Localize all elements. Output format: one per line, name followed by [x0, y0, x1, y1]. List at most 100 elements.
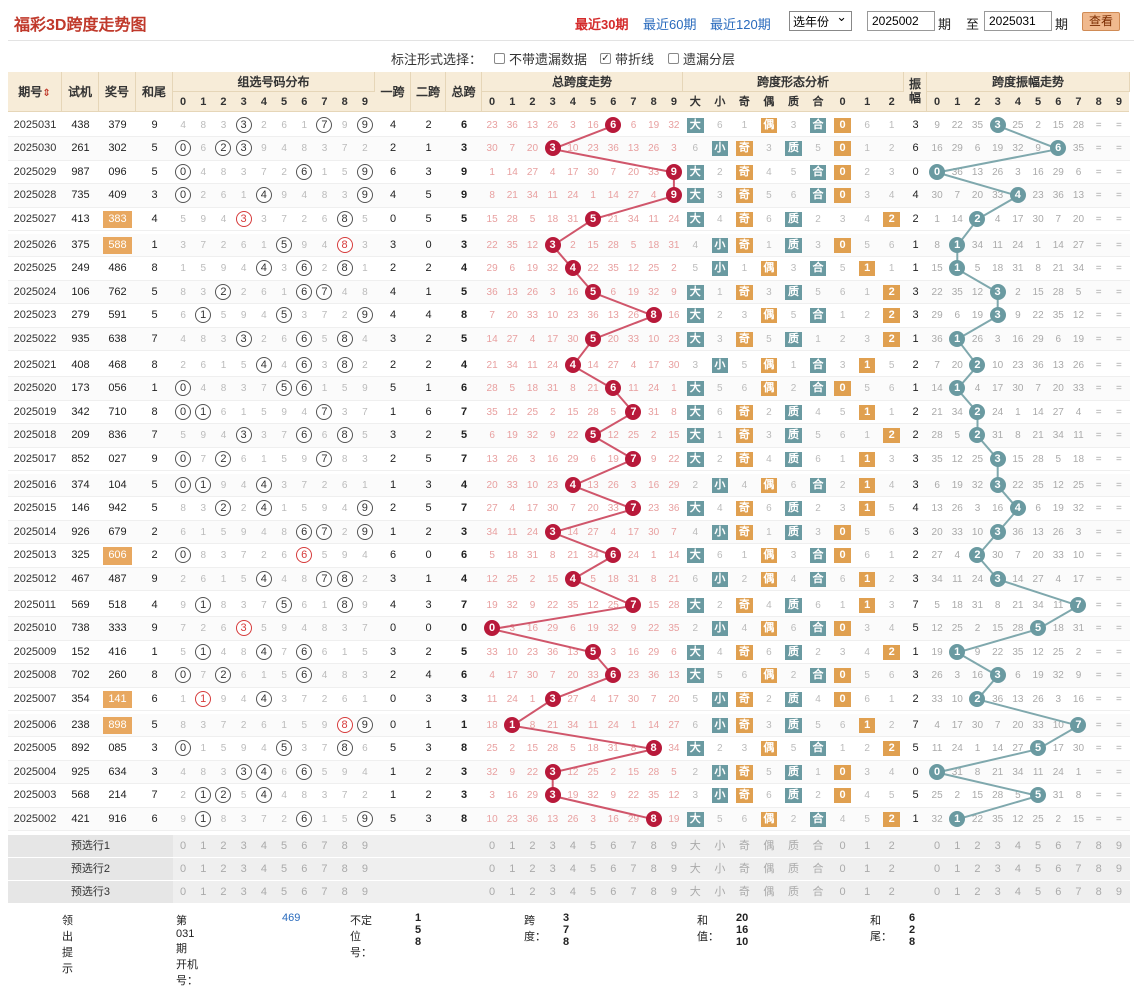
preselect-digit[interactable]: 7 — [1075, 863, 1082, 875]
preselect-digit[interactable]: 4 — [260, 863, 267, 875]
preselect-digit[interactable]: 6 — [610, 863, 617, 875]
preselect-digit[interactable]: 7 — [321, 840, 328, 852]
preselect-digit[interactable]: 1 — [509, 886, 516, 898]
preselect-digit[interactable]: 8 — [1095, 886, 1102, 898]
preselect-digit[interactable]: 3 — [549, 886, 556, 898]
preselect-digit[interactable]: 0 — [934, 840, 941, 852]
radio-icon[interactable] — [494, 53, 505, 64]
checkbox-icon[interactable]: ✓ — [600, 53, 611, 64]
preselect-digit[interactable]: 0 — [180, 840, 187, 852]
preselect-shape[interactable]: 大 — [689, 840, 701, 852]
search-button[interactable]: 查看 — [1082, 12, 1120, 31]
preselect-digit[interactable]: 6 — [1055, 886, 1062, 898]
preselect-digit[interactable]: 2 — [974, 863, 981, 875]
preselect-shape[interactable]: 质 — [787, 886, 799, 898]
option-item-0[interactable]: 不带遗漏数据 — [494, 49, 587, 68]
option-item-1[interactable]: ✓ 带折线 — [600, 49, 654, 68]
preselect-digit[interactable]: 5 — [590, 863, 597, 875]
preselect-shape[interactable]: 质 — [787, 840, 799, 852]
preselect-digit[interactable]: 2 — [220, 863, 227, 875]
preselect-digit[interactable]: 2 — [974, 840, 981, 852]
preselect-shape[interactable]: 合 — [812, 863, 824, 875]
preselect-shape[interactable]: 2 — [888, 840, 895, 852]
preselect-digit[interactable]: 2 — [529, 863, 536, 875]
preselect-digit[interactable]: 4 — [260, 840, 267, 852]
preselect-digit[interactable]: 7 — [630, 840, 637, 852]
preselect-digit[interactable]: 1 — [954, 863, 961, 875]
preselect-digit[interactable]: 8 — [1095, 840, 1102, 852]
preselect-shape[interactable]: 2 — [888, 886, 895, 898]
preselect-shape[interactable]: 合 — [812, 840, 824, 852]
preselect-shape[interactable]: 合 — [812, 886, 824, 898]
preselect-row-label[interactable]: 预选行2 — [8, 858, 173, 881]
preselect-shape[interactable]: 0 — [839, 863, 846, 875]
preselect-digit[interactable]: 0 — [934, 863, 941, 875]
preselect-digit[interactable]: 2 — [220, 840, 227, 852]
preselect-digit[interactable]: 6 — [301, 863, 308, 875]
preselect-shape[interactable]: 偶 — [763, 863, 775, 875]
preselect-shape[interactable]: 奇 — [738, 886, 750, 898]
preselect-digit[interactable]: 4 — [260, 886, 267, 898]
preselect-row-label[interactable]: 预选行1 — [8, 835, 173, 858]
preselect-digit[interactable]: 1 — [509, 863, 516, 875]
period-button-1[interactable]: 最近60期 — [643, 17, 697, 32]
preselect-shape[interactable]: 0 — [839, 886, 846, 898]
preselect-digit[interactable]: 5 — [1035, 886, 1042, 898]
preselect-digit[interactable]: 3 — [240, 886, 247, 898]
preselect-digit[interactable]: 8 — [341, 840, 348, 852]
preselect-digit[interactable]: 3 — [994, 863, 1001, 875]
preselect-digit[interactable]: 5 — [590, 840, 597, 852]
preselect-digit[interactable]: 5 — [281, 863, 288, 875]
preselect-digit[interactable]: 9 — [361, 886, 368, 898]
preselect-digit[interactable]: 8 — [341, 863, 348, 875]
preselect-digit[interactable]: 1 — [200, 863, 207, 875]
period-button-2[interactable]: 最近120期 — [710, 17, 771, 32]
preselect-digit[interactable]: 5 — [590, 886, 597, 898]
preselect-digit[interactable]: 8 — [341, 886, 348, 898]
preselect-digit[interactable]: 4 — [1014, 863, 1021, 875]
preselect-shape[interactable]: 偶 — [763, 886, 775, 898]
preselect-shape[interactable]: 大 — [689, 886, 701, 898]
preselect-digit[interactable]: 5 — [281, 840, 288, 852]
preselect-digit[interactable]: 9 — [361, 863, 368, 875]
preselect-digit[interactable]: 7 — [630, 886, 637, 898]
preselect-digit[interactable]: 2 — [974, 886, 981, 898]
preselect-digit[interactable]: 1 — [509, 840, 516, 852]
preselect-digit[interactable]: 3 — [240, 840, 247, 852]
preselect-digit[interactable]: 5 — [281, 886, 288, 898]
preselect-digit[interactable]: 5 — [1035, 840, 1042, 852]
preselect-digit[interactable]: 9 — [1115, 886, 1122, 898]
preselect-digit[interactable]: 6 — [301, 840, 308, 852]
preselect-shape[interactable]: 奇 — [738, 840, 750, 852]
to-period-input[interactable]: 2025031 — [984, 11, 1052, 31]
preselect-digit[interactable]: 8 — [1095, 863, 1102, 875]
preselect-shape[interactable]: 1 — [864, 840, 871, 852]
preselect-shape[interactable]: 大 — [689, 863, 701, 875]
preselect-shape[interactable]: 小 — [714, 886, 726, 898]
preselect-digit[interactable]: 7 — [321, 886, 328, 898]
preselect-digit[interactable]: 8 — [650, 886, 657, 898]
preselect-digit[interactable]: 0 — [180, 863, 187, 875]
preselect-digit[interactable]: 4 — [569, 886, 576, 898]
preselect-digit[interactable]: 8 — [650, 840, 657, 852]
preselect-digit[interactable]: 4 — [1014, 886, 1021, 898]
preselect-digit[interactable]: 2 — [529, 840, 536, 852]
radio-icon[interactable] — [668, 53, 679, 64]
option-item-2[interactable]: 遗漏分层 — [668, 49, 735, 68]
preselect-digit[interactable]: 0 — [489, 840, 496, 852]
preselect-digit[interactable]: 4 — [1014, 840, 1021, 852]
preselect-digit[interactable]: 1 — [200, 840, 207, 852]
preselect-digit[interactable]: 5 — [1035, 863, 1042, 875]
preselect-shape[interactable]: 0 — [839, 840, 846, 852]
preselect-digit[interactable]: 7 — [1075, 886, 1082, 898]
preselect-digit[interactable]: 1 — [954, 840, 961, 852]
preselect-digit[interactable]: 9 — [670, 840, 677, 852]
preselect-digit[interactable]: 2 — [220, 886, 227, 898]
preselect-digit[interactable]: 9 — [670, 863, 677, 875]
from-period-input[interactable]: 2025002 — [867, 11, 935, 31]
header-period[interactable]: 期号⇕ — [8, 72, 62, 112]
period-button-0[interactable]: 最近30期 — [575, 17, 629, 32]
preselect-digit[interactable]: 6 — [301, 886, 308, 898]
preselect-digit[interactable]: 6 — [1055, 840, 1062, 852]
preselect-shape[interactable]: 偶 — [763, 840, 775, 852]
